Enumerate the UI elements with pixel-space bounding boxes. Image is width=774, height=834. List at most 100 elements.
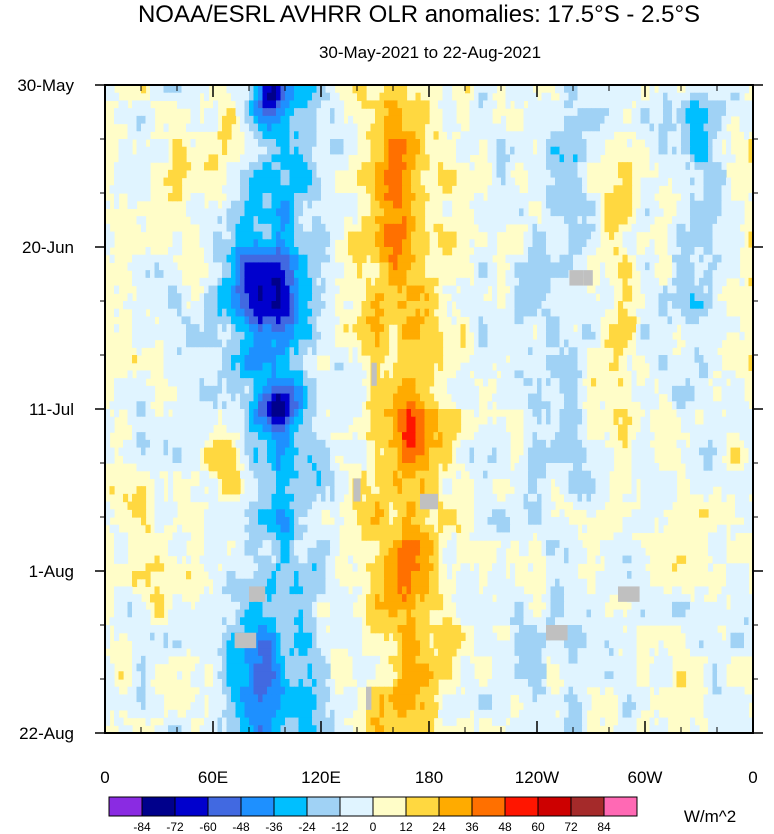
anomaly-cell (316, 139, 322, 148)
anomaly-cell (181, 355, 187, 364)
anomaly-cell (622, 277, 628, 287)
anomaly-cell (523, 254, 529, 264)
anomaly-cell (325, 401, 331, 410)
anomaly-cell (397, 208, 403, 217)
anomaly-cell (564, 108, 570, 117)
anomaly-cell (123, 393, 129, 402)
anomaly-cell (195, 301, 201, 310)
anomaly-cell (370, 162, 376, 171)
anomaly-cell (298, 385, 304, 395)
anomaly-cell (289, 424, 295, 433)
anomaly-cell (420, 362, 426, 372)
anomaly-cell (694, 231, 700, 240)
anomaly-cell (748, 439, 753, 449)
anomaly-cell (451, 239, 457, 248)
anomaly-cell (703, 432, 709, 441)
anomaly-cell (685, 324, 691, 333)
anomaly-cell (582, 393, 588, 402)
anomaly-cell (316, 100, 322, 109)
anomaly-cell (195, 401, 201, 410)
anomaly-cell (258, 432, 264, 441)
anomaly-cell (150, 385, 156, 395)
anomaly-cell (388, 115, 394, 125)
anomaly-cell (474, 216, 480, 225)
anomaly-cell (267, 100, 273, 109)
anomaly-cell (361, 216, 367, 225)
anomaly-cell (361, 162, 367, 171)
anomaly-cell (717, 316, 723, 325)
anomaly-cell (474, 200, 480, 210)
anomaly-cell (582, 92, 588, 102)
anomaly-cell (712, 285, 718, 294)
anomaly-cell (591, 293, 597, 302)
anomaly-cell (307, 416, 313, 426)
anomaly-cell (555, 139, 561, 148)
anomaly-cell (595, 216, 601, 225)
anomaly-cell (726, 316, 732, 325)
anomaly-cell (312, 208, 318, 217)
anomaly-cell (258, 92, 264, 102)
anomaly-cell (312, 270, 318, 279)
anomaly-cell (298, 231, 304, 240)
anomaly-cell (325, 262, 331, 271)
anomaly-cell (595, 193, 601, 202)
anomaly-cell (379, 331, 385, 341)
anomaly-cell (726, 115, 732, 125)
anomaly-cell (312, 401, 318, 410)
anomaly-cell (514, 139, 520, 148)
anomaly-cell (478, 347, 484, 356)
anomaly-cell (127, 154, 133, 163)
anomaly-cell (550, 331, 556, 341)
anomaly-cell (505, 439, 511, 449)
anomaly-cell (703, 362, 709, 372)
anomaly-cell (298, 331, 304, 341)
anomaly-cell (294, 439, 300, 449)
anomaly-cell (141, 285, 147, 294)
anomaly-cell (222, 262, 228, 271)
anomaly-cell (262, 115, 268, 125)
anomaly-cell (258, 85, 264, 94)
anomaly-cell (397, 378, 403, 387)
anomaly-cell (739, 108, 745, 117)
anomaly-cell (289, 231, 295, 240)
anomaly-cell (258, 447, 264, 456)
anomaly-cell (154, 92, 160, 102)
anomaly-cell (694, 162, 700, 171)
anomaly-cell (577, 254, 583, 264)
anomaly-cell (703, 293, 709, 302)
anomaly-cell (312, 293, 318, 302)
anomaly-cell (294, 347, 300, 356)
anomaly-cell (244, 208, 250, 217)
anomaly-cell (289, 401, 295, 410)
anomaly-cell (744, 100, 750, 109)
anomaly-cell (307, 154, 313, 163)
anomaly-cell (208, 293, 214, 302)
anomaly-cell (703, 247, 709, 256)
anomaly-cell (433, 331, 439, 341)
anomaly-cell (604, 85, 610, 94)
anomaly-cell (609, 231, 615, 240)
anomaly-cell (366, 231, 372, 240)
anomaly-cell (676, 200, 682, 210)
anomaly-cell (253, 277, 259, 287)
anomaly-cell (541, 316, 547, 325)
anomaly-cell (222, 239, 228, 248)
anomaly-cell (474, 193, 480, 202)
anomaly-cell (721, 432, 727, 441)
anomaly-cell (105, 416, 111, 426)
anomaly-cell (667, 331, 673, 341)
anomaly-cell (586, 439, 592, 449)
anomaly-cell (226, 85, 232, 94)
anomaly-cell (537, 100, 543, 109)
anomaly-cell (312, 285, 318, 294)
anomaly-cell (330, 378, 336, 387)
anomaly-cell (172, 92, 178, 102)
anomaly-cell (325, 301, 331, 310)
anomaly-cell (289, 254, 295, 264)
anomaly-cell (447, 247, 453, 256)
anomaly-cell (469, 123, 475, 132)
anomaly-cell (114, 193, 120, 202)
anomaly-cell (384, 216, 390, 225)
anomaly-cell (208, 123, 214, 132)
anomaly-cell (415, 223, 421, 233)
